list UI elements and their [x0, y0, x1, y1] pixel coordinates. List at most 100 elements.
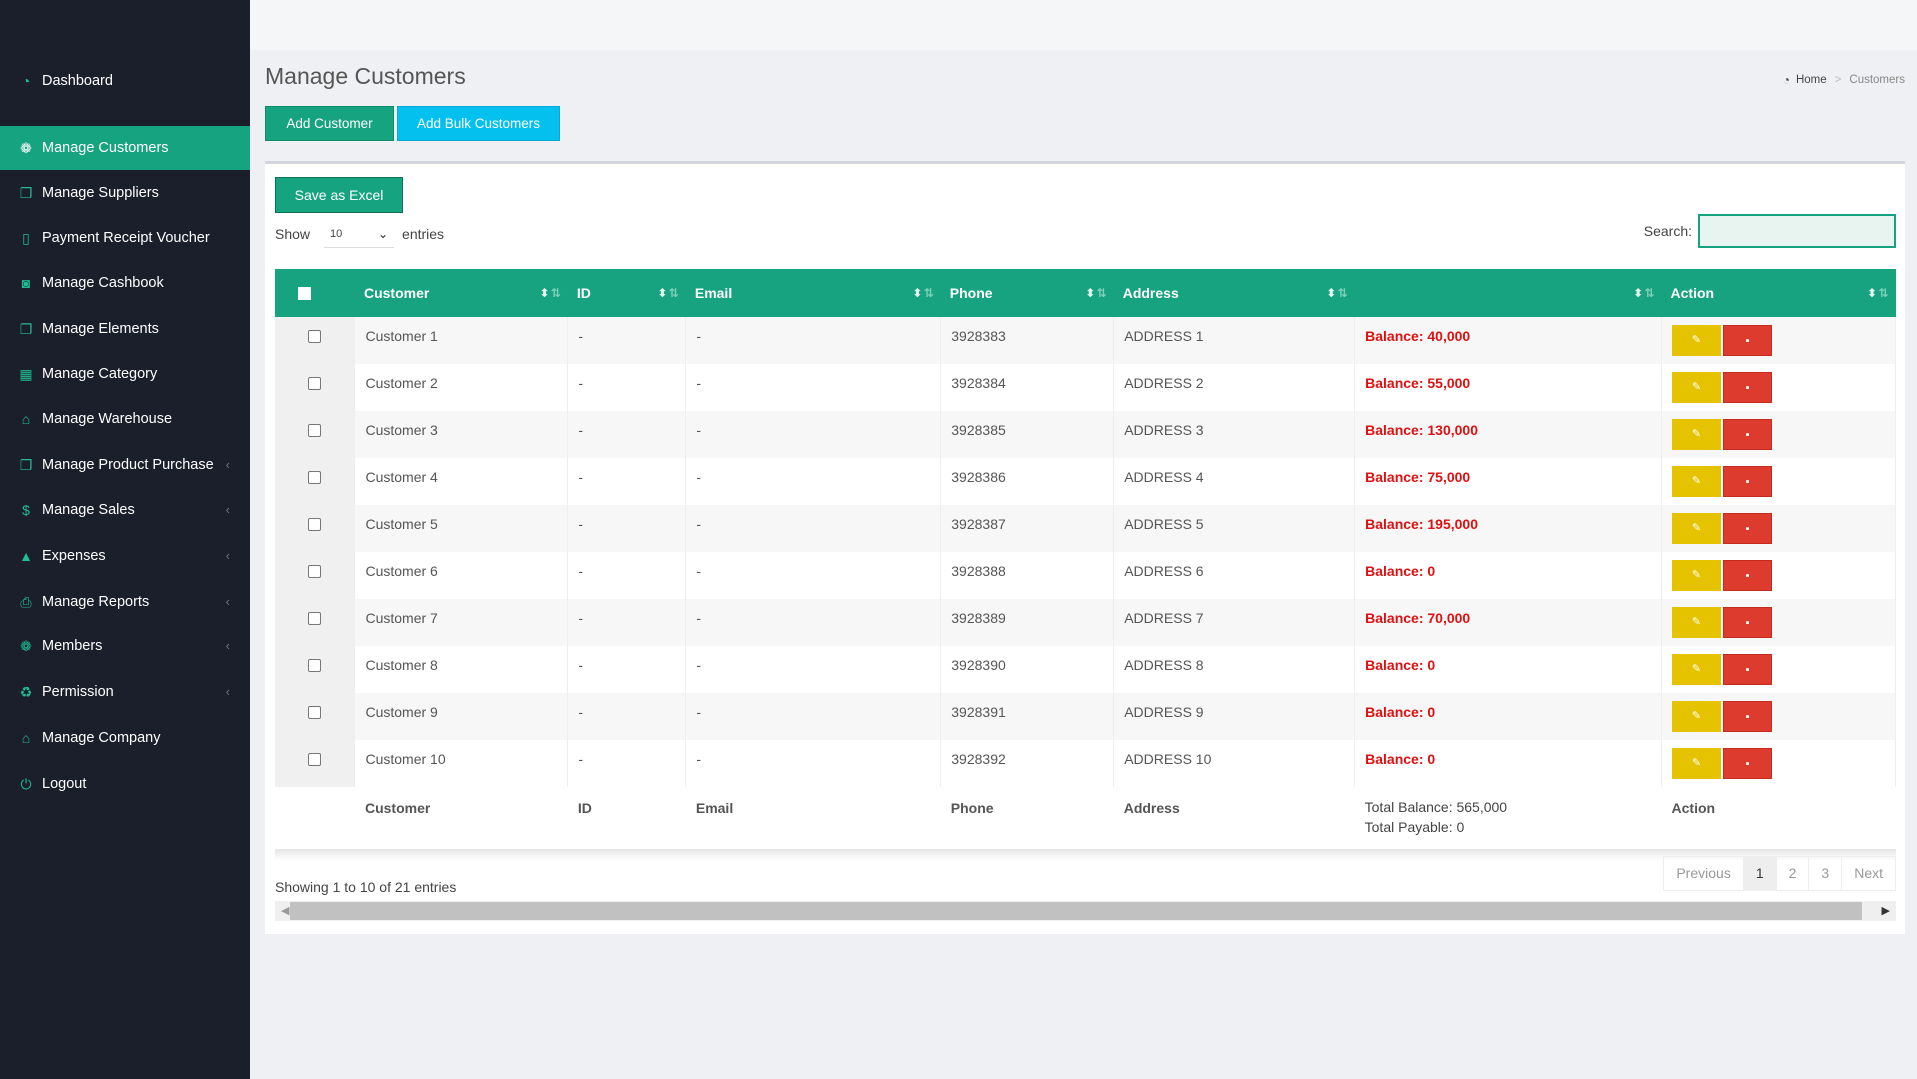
- search-control: Search:: [1644, 214, 1896, 248]
- cell-id: -: [567, 693, 687, 740]
- table-footer-row: Customer ID Email Phone Address Total Ba…: [275, 787, 1896, 847]
- save-as-excel-button[interactable]: Save as Excel: [275, 177, 403, 213]
- edit-button[interactable]: ✎: [1672, 560, 1722, 591]
- column-header-action[interactable]: Action ⬍ ⇅: [1662, 269, 1896, 317]
- delete-button[interactable]: ▪: [1723, 701, 1773, 732]
- row-checkbox[interactable]: [308, 612, 322, 625]
- sort-icon: ⬍ ⇅: [1085, 286, 1106, 300]
- scroll-left-icon[interactable]: ◀: [281, 905, 290, 917]
- search-input[interactable]: [1698, 214, 1896, 248]
- sidebar-item-payment-receipt-voucher[interactable]: ▯ Payment Receipt Voucher: [0, 216, 250, 260]
- total-balance: Total Balance: 565,000: [1364, 799, 1508, 815]
- sidebar-item-members[interactable]: ❁ Members ‹: [0, 624, 250, 668]
- sidebar-item-expenses[interactable]: ▲ Expenses ‹: [0, 534, 250, 578]
- footer-address: Address: [1123, 800, 1180, 816]
- breadcrumb-current: Customers: [1849, 74, 1905, 86]
- chevron-left-icon: ‹: [225, 594, 230, 609]
- cell-balance: Balance: 0: [1354, 740, 1663, 787]
- delete-button[interactable]: ▪: [1723, 419, 1773, 450]
- horizontal-scrollbar[interactable]: ◀ ▶: [275, 901, 1896, 921]
- cell-phone: 3928389: [940, 599, 1115, 646]
- select-all-checkbox[interactable]: [298, 287, 311, 300]
- sidebar-item-dashboard[interactable]: ◔ Dashboard: [0, 59, 250, 103]
- row-checkbox[interactable]: [308, 518, 322, 531]
- breadcrumb-home[interactable]: Home: [1795, 74, 1827, 86]
- chevron-down-icon: ⌄: [377, 226, 389, 241]
- column-header-id[interactable]: ID ⬍ ⇅: [568, 269, 686, 317]
- cell-customer: Customer 2: [354, 364, 569, 411]
- edit-button[interactable]: ✎: [1672, 372, 1722, 403]
- delete-button[interactable]: ▪: [1723, 607, 1773, 638]
- total-payable: Total Payable: 0: [1364, 819, 1465, 835]
- sidebar-item-label: Members: [42, 638, 103, 654]
- delete-button[interactable]: ▪: [1723, 748, 1773, 779]
- entries-label: entries: [402, 226, 445, 242]
- column-header-label: Address: [1122, 285, 1179, 301]
- row-checkbox[interactable]: [308, 706, 322, 719]
- sidebar-item-permission[interactable]: ♻ Permission ‹: [0, 670, 250, 714]
- sidebar-item-manage-category[interactable]: ▦ Manage Category: [0, 352, 250, 396]
- edit-button[interactable]: ✎: [1672, 513, 1722, 544]
- add-customer-button[interactable]: Add Customer: [265, 106, 394, 141]
- cell-action: ✎ ▪: [1661, 740, 1896, 787]
- sidebar-item-manage-customers[interactable]: ❁ Manage Customers: [0, 126, 250, 170]
- column-header-phone[interactable]: Phone ⬍ ⇅: [941, 269, 1114, 317]
- sidebar-item-manage-sales[interactable]: $ Manage Sales ‹: [0, 488, 250, 532]
- delete-button[interactable]: ▪: [1723, 654, 1773, 685]
- scrollbar-thumb[interactable]: [290, 902, 1862, 920]
- cell-email: -: [685, 317, 942, 364]
- column-header-address[interactable]: Address ⬍ ⇅: [1114, 269, 1355, 317]
- sidebar-item-manage-suppliers[interactable]: ❒ Manage Suppliers: [0, 171, 250, 215]
- pagination-page-3[interactable]: 3: [1808, 857, 1841, 890]
- sidebar-item-manage-elements[interactable]: ❐ Manage Elements: [0, 307, 250, 351]
- row-checkbox[interactable]: [308, 424, 322, 437]
- delete-button[interactable]: ▪: [1723, 466, 1773, 497]
- edit-button[interactable]: ✎: [1672, 654, 1722, 685]
- row-checkbox[interactable]: [308, 565, 322, 578]
- delete-button[interactable]: ▪: [1723, 560, 1773, 591]
- page-title: Manage Customers: [265, 63, 466, 89]
- scroll-right-icon[interactable]: ▶: [1881, 905, 1890, 917]
- pagination-next[interactable]: Next: [1841, 857, 1895, 890]
- chevron-left-icon: ‹: [225, 457, 230, 472]
- add-bulk-customers-button[interactable]: Add Bulk Customers: [397, 106, 560, 141]
- cell-phone: 3928388: [940, 552, 1115, 599]
- edit-button[interactable]: ✎: [1672, 748, 1722, 779]
- row-checkbox[interactable]: [308, 753, 322, 766]
- edit-button[interactable]: ✎: [1672, 701, 1722, 732]
- column-header-customer[interactable]: Customer ⬍ ⇅: [355, 269, 568, 317]
- sidebar-item-logout[interactable]: ⏻ Logout: [0, 762, 250, 806]
- row-checkbox[interactable]: [308, 659, 322, 672]
- delete-button[interactable]: ▪: [1723, 513, 1773, 544]
- edit-button[interactable]: ✎: [1672, 607, 1722, 638]
- sidebar-item-label: Dashboard: [42, 73, 113, 89]
- row-checkbox[interactable]: [308, 377, 322, 390]
- sidebar-item-manage-reports[interactable]: ⎙ Manage Reports ‹: [0, 580, 250, 624]
- sidebar-item-manage-company[interactable]: ⌂ Manage Company: [0, 716, 250, 760]
- column-header-balance[interactable]: ⬍ ⇅: [1355, 269, 1662, 317]
- column-header-email[interactable]: Email ⬍ ⇅: [686, 269, 941, 317]
- users-icon: ❁: [20, 140, 32, 156]
- chevron-left-icon: ‹: [225, 548, 230, 563]
- power-icon: ⏻: [20, 776, 32, 792]
- pagination-page-2[interactable]: 2: [1775, 857, 1809, 890]
- pagination-previous[interactable]: Previous: [1676, 865, 1731, 881]
- sidebar-item-manage-warehouse[interactable]: ⌂ Manage Warehouse: [0, 397, 250, 441]
- edit-button[interactable]: ✎: [1672, 325, 1722, 356]
- pagination: Previous 1 2 3 Next: [1663, 856, 1896, 891]
- delete-button[interactable]: ▪: [1723, 325, 1773, 356]
- pagination-page-1[interactable]: 1: [1742, 857, 1776, 890]
- edit-button[interactable]: ✎: [1672, 466, 1722, 497]
- cell-customer: Customer 6: [354, 552, 569, 599]
- row-checkbox[interactable]: [308, 330, 322, 343]
- column-header-label: Customer: [363, 285, 430, 301]
- dashboard-icon: ◔: [21, 73, 31, 89]
- edit-button[interactable]: ✎: [1672, 419, 1722, 450]
- row-checkbox[interactable]: [308, 471, 322, 484]
- sidebar-item-label: Manage Sales: [42, 502, 135, 518]
- entries-select[interactable]: 10 ⌄: [324, 220, 395, 248]
- entries-select-value: 10: [330, 227, 343, 240]
- delete-button[interactable]: ▪: [1723, 372, 1773, 403]
- sidebar-item-manage-cashbook[interactable]: ◙ Manage Cashbook: [0, 261, 250, 305]
- sidebar-item-manage-product-purchase[interactable]: ❒ Manage Product Purchase ‹: [0, 443, 250, 487]
